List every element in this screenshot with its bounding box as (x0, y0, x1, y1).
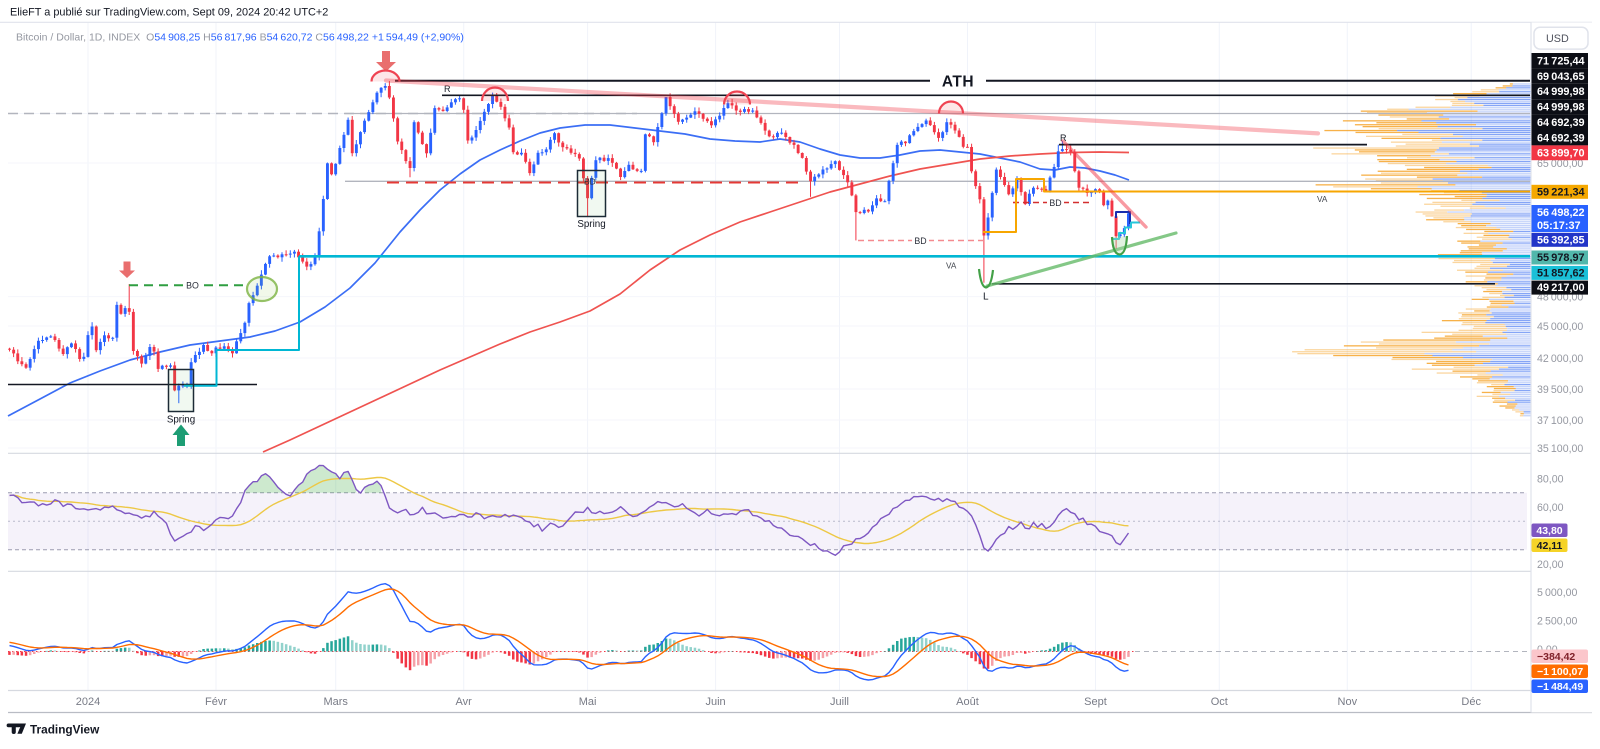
svg-text:−1 484,49: −1 484,49 (1537, 681, 1583, 693)
svg-text:Mai: Mai (579, 696, 597, 708)
svg-text:Févr: Févr (205, 696, 227, 708)
svg-text:56 392,85: 56 392,85 (1537, 234, 1585, 246)
svg-text:80,00: 80,00 (1537, 474, 1564, 486)
svg-text:USD: USD (1546, 33, 1569, 45)
svg-text:60,00: 60,00 (1537, 502, 1564, 514)
svg-text:Mars: Mars (323, 696, 348, 708)
svg-text:BD: BD (1049, 198, 1061, 208)
svg-text:BD: BD (584, 177, 596, 187)
svg-text:L: L (983, 292, 989, 303)
svg-text:Oct: Oct (1211, 696, 1228, 708)
svg-text:2024: 2024 (76, 696, 100, 708)
svg-text:64 999,98: 64 999,98 (1537, 102, 1585, 114)
svg-text:20,00: 20,00 (1537, 559, 1564, 571)
svg-text:BD: BD (914, 236, 926, 246)
svg-text:Août: Août (956, 696, 979, 708)
svg-text:51 857,62: 51 857,62 (1537, 268, 1585, 280)
svg-text:Juill: Juill (830, 696, 849, 708)
svg-text:Spring: Spring (577, 219, 605, 230)
svg-text:5 000,00: 5 000,00 (1537, 587, 1578, 599)
svg-text:45 000,00: 45 000,00 (1537, 321, 1583, 333)
svg-text:63 899,70: 63 899,70 (1537, 147, 1585, 159)
svg-text:Nov: Nov (1338, 696, 1358, 708)
svg-text:VA: VA (1317, 195, 1328, 204)
svg-text:Spring: Spring (167, 415, 195, 426)
svg-text:TradingView: TradingView (30, 723, 100, 737)
svg-text:05:17:37: 05:17:37 (1537, 220, 1581, 232)
svg-text:−384,42: −384,42 (1537, 651, 1575, 663)
svg-text:Avr: Avr (456, 696, 473, 708)
svg-text:49 217,00: 49 217,00 (1537, 282, 1585, 294)
svg-text:42,11: 42,11 (1537, 540, 1563, 552)
svg-text:64 692,39: 64 692,39 (1537, 117, 1585, 129)
svg-text:BO: BO (186, 281, 199, 291)
svg-text:VA: VA (946, 262, 957, 271)
svg-text:64 999,98: 64 999,98 (1537, 86, 1585, 98)
svg-text:2 500,00: 2 500,00 (1537, 616, 1578, 628)
svg-text:35 100,00: 35 100,00 (1537, 443, 1583, 455)
svg-text:69 043,65: 69 043,65 (1537, 71, 1585, 83)
svg-text:56 498,22: 56 498,22 (1537, 207, 1585, 219)
svg-text:37 100,00: 37 100,00 (1537, 415, 1583, 427)
svg-text:ATH: ATH (942, 74, 974, 91)
svg-text:ElieFT a publié sur TradingVie: ElieFT a publié sur TradingView.com, Sep… (10, 7, 328, 19)
svg-text:42 000,00: 42 000,00 (1537, 353, 1583, 365)
svg-text:Bitcoin / Dollar, 1D, INDEX O: Bitcoin / Dollar, 1D, INDEX O54 908,25 H… (16, 32, 464, 44)
svg-text:71 725,44: 71 725,44 (1537, 55, 1585, 67)
svg-text:64 692,39: 64 692,39 (1537, 132, 1585, 144)
svg-text:−1 100,07: −1 100,07 (1537, 666, 1583, 678)
svg-text:Juin: Juin (706, 696, 726, 708)
svg-text:59 221,34: 59 221,34 (1537, 186, 1585, 198)
svg-text:43,80: 43,80 (1536, 525, 1562, 537)
svg-text:Déc: Déc (1461, 696, 1481, 708)
svg-text:39 500,00: 39 500,00 (1537, 384, 1583, 396)
svg-text:55 978,97: 55 978,97 (1537, 252, 1585, 264)
svg-text:Sept: Sept (1084, 696, 1107, 708)
